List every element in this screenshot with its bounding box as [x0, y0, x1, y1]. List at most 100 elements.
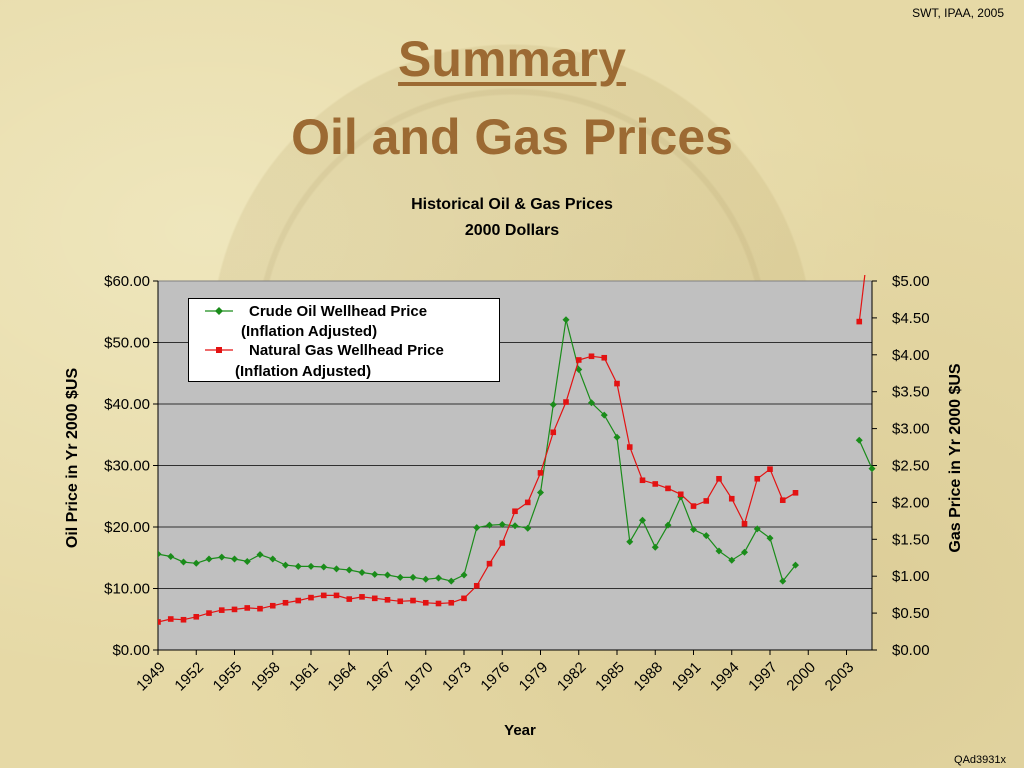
- oil-price-point: [218, 553, 226, 561]
- y-right-tick-label: $0.00: [892, 642, 930, 659]
- y-right-axis-label: Gas Price in Yr 2000 $US: [947, 363, 964, 552]
- legend-gas-symbol: [205, 347, 233, 353]
- gas-price-point: [333, 592, 340, 599]
- x-tick-label: 1994: [707, 659, 743, 695]
- x-tick-label: 1958: [248, 659, 284, 695]
- oil-price-point: [715, 547, 723, 555]
- y-right-tick-label: $3.00: [892, 421, 930, 438]
- y-left-tick-label: $60.00: [104, 273, 150, 290]
- gas-price-point: [537, 470, 544, 476]
- oil-price-point: [868, 465, 876, 473]
- legend-oil-label: Crude Oil Wellhead Price: [249, 303, 428, 320]
- gas-price-point: [282, 599, 289, 606]
- x-tick-label: 1991: [669, 659, 705, 695]
- gas-price-point: [435, 600, 442, 607]
- page-subtitle: Oil and Gas Prices: [291, 109, 733, 165]
- oil-price-point: [600, 411, 608, 419]
- gas-price-point: [257, 605, 263, 612]
- y-right-tick-label: $3.50: [892, 384, 930, 401]
- gas-price-point: [206, 610, 212, 616]
- oil-price-point: [358, 569, 366, 577]
- oil-price-point: [753, 525, 761, 533]
- legend-oil-label-line2: (Inflation Adjusted): [241, 323, 378, 340]
- gas-price-point: [308, 594, 314, 601]
- y-right-tick-label: $1.00: [892, 568, 930, 585]
- gas-price-point: [448, 599, 455, 606]
- oil-price-point: [320, 563, 328, 571]
- y-right-tick-label: $0.50: [892, 605, 930, 622]
- x-tick-label: 1979: [516, 659, 552, 695]
- legend-oil-symbol: [205, 307, 233, 315]
- gas-price-point: [461, 595, 467, 602]
- oil-price-point: [779, 577, 787, 585]
- legend-gas-label-line2: (Inflation Adjusted): [235, 363, 372, 380]
- oil-price-point: [728, 556, 736, 564]
- gas-price-point: [741, 521, 748, 527]
- oil-price-point: [562, 316, 570, 324]
- y-left-tick-label: $30.00: [104, 458, 150, 475]
- legend-gas-label: Natural Gas Wellhead Price: [249, 342, 444, 359]
- oil-price-point: [792, 561, 799, 569]
- oil-price-point: [486, 521, 493, 529]
- oil-price-point: [158, 550, 162, 558]
- oil-price-point: [307, 562, 315, 570]
- y-right-tick-label: $1.50: [892, 531, 930, 548]
- oil-price-point: [664, 521, 672, 529]
- x-tick-label: 1970: [401, 659, 437, 695]
- x-tick-label: 1997: [745, 659, 781, 695]
- gas-price-point: [384, 597, 391, 603]
- oil-price-point: [766, 534, 774, 542]
- oil-price-point: [460, 571, 468, 579]
- gas-price-point: [652, 481, 659, 487]
- gas-price-point: [499, 540, 506, 546]
- oil-price-point: [256, 551, 264, 559]
- oil-price-point: [639, 516, 646, 524]
- source-note: SWT, IPAA, 2005: [912, 6, 1004, 20]
- gas-price-point: [193, 613, 200, 620]
- gas-price-point: [359, 594, 365, 600]
- x-tick-label: 1976: [477, 659, 513, 695]
- gas-price-point: [512, 508, 518, 515]
- gas-price-point: [218, 607, 225, 613]
- gas-price-point: [410, 597, 416, 604]
- gas-price-point: [231, 606, 238, 613]
- oil-price-point: [167, 553, 175, 561]
- gas-price-point: [677, 491, 684, 498]
- oil-price-point: [422, 575, 430, 583]
- y-left-tick-label: $20.00: [104, 519, 150, 536]
- oil-price-point: [537, 489, 544, 497]
- y-left-tick-label: $50.00: [104, 335, 150, 352]
- gas-price-point: [371, 595, 378, 602]
- oil-price-point: [511, 522, 519, 530]
- gas-price-point: [397, 598, 404, 605]
- oil-price-point: [435, 574, 442, 582]
- oil-price-point: [447, 577, 455, 585]
- x-tick-label: 2003: [822, 659, 858, 695]
- gas-price-point: [639, 477, 646, 484]
- gas-price-point: [473, 582, 480, 589]
- oil-price-point: [192, 559, 200, 567]
- gas-price-point: [792, 490, 799, 496]
- gas-price-point: [690, 503, 697, 509]
- gas-price-point: [158, 619, 161, 625]
- y-left-tick-label: $0.00: [112, 642, 150, 659]
- gas-price-point: [563, 399, 569, 405]
- gas-price-point: [626, 444, 633, 450]
- oil-price-point: [549, 401, 557, 409]
- gas-price-point: [856, 318, 863, 325]
- oil-price-point: [613, 433, 621, 441]
- y-right-tick-label: $2.50: [892, 458, 930, 475]
- oil-price-point: [690, 525, 697, 533]
- gas-price-line: [858, 275, 866, 322]
- chart-legend: Crude Oil Wellhead Price (Inflation Adju…: [188, 298, 500, 382]
- gas-price-point: [588, 353, 595, 360]
- x-tick-label: 2000: [783, 659, 819, 695]
- oil-price-point: [231, 555, 238, 563]
- gas-price-point: [703, 498, 710, 504]
- y-left-tick-label: $10.00: [104, 581, 150, 598]
- oil-price-point: [855, 436, 863, 444]
- oil-price-point: [243, 557, 251, 565]
- y-left-axis-label: Oil Price in Yr 2000 $US: [64, 368, 81, 549]
- x-tick-label: 1973: [439, 659, 475, 695]
- gas-price-point: [167, 616, 174, 622]
